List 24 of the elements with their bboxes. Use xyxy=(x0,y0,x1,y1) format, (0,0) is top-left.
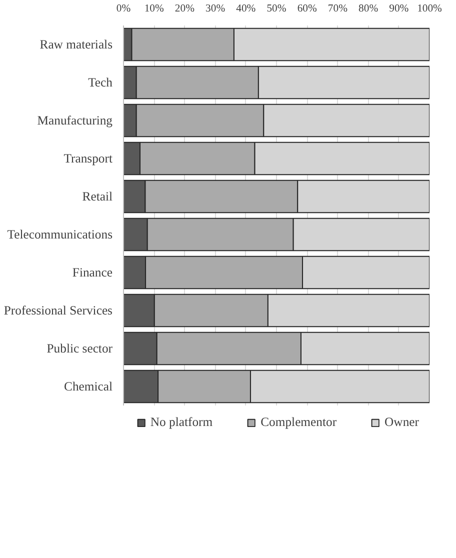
x-tick-label: 70% xyxy=(328,4,348,14)
legend-label: Owner xyxy=(384,415,419,430)
x-tick-label: 40% xyxy=(236,4,256,14)
legend-label: Complementor xyxy=(260,415,337,430)
x-tick-label: 100% xyxy=(417,4,442,14)
x-tick-label: 10% xyxy=(144,4,164,14)
legend-label: No platform xyxy=(150,415,213,430)
x-tick-label: 20% xyxy=(174,4,195,14)
x-tick-label: 0% xyxy=(116,4,131,14)
y-tick-label: Finance xyxy=(72,266,113,280)
y-tick-label: Raw materials xyxy=(40,38,113,52)
y-tick-label: Chemical xyxy=(64,380,113,394)
x-tick-label: 90% xyxy=(389,4,409,14)
y-tick-label: Public sector xyxy=(46,342,114,356)
x-tick-label: 30% xyxy=(206,4,226,14)
y-tick-label: Professional Services xyxy=(4,304,113,318)
x-tick-label: 80% xyxy=(358,4,378,14)
x-tick-label: 50% xyxy=(266,4,286,14)
x-tick-label: 60% xyxy=(297,4,317,14)
y-tick-label: Transport xyxy=(64,152,113,166)
y-tick-label: Manufacturing xyxy=(37,114,114,128)
y-tick-label: Tech xyxy=(88,76,114,90)
y-tick-label: Retail xyxy=(82,190,113,204)
y-tick-label: Telecommunications xyxy=(7,228,113,242)
